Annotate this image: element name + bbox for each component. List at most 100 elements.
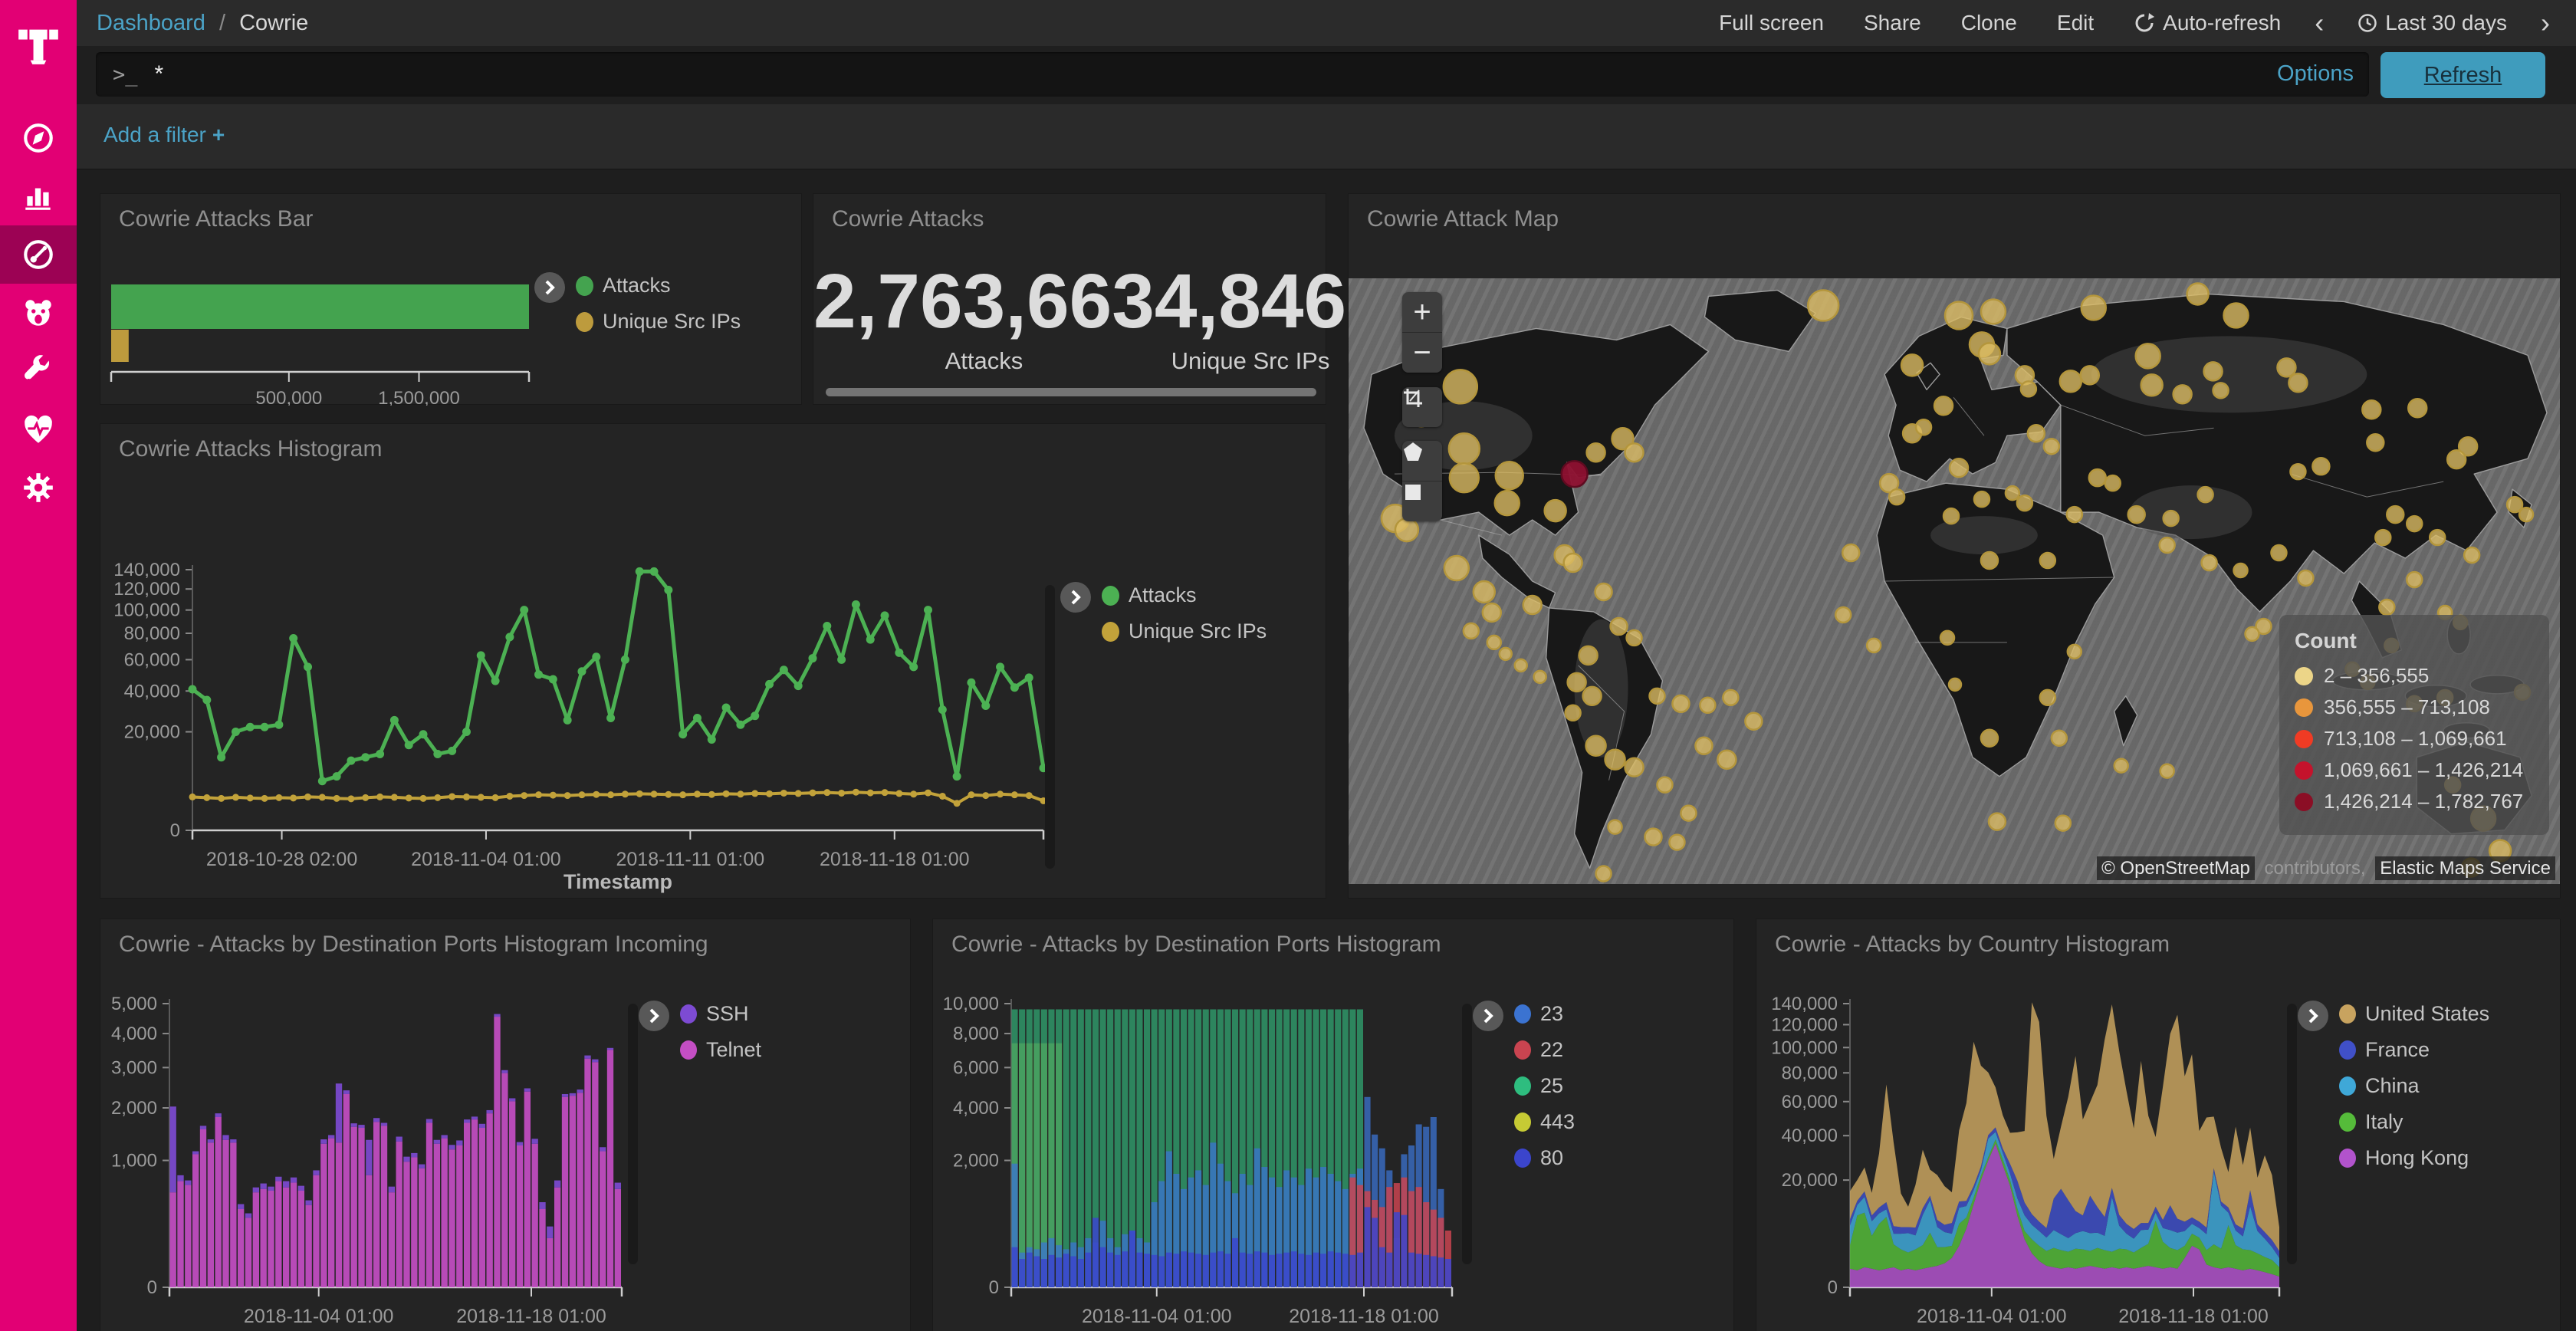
attack-bubble[interactable] [2297,569,2315,587]
attack-bubble[interactable] [1443,554,1470,582]
attack-bubble[interactable] [1494,460,1524,491]
attack-bubble[interactable] [1611,427,1635,451]
legend-item[interactable]: SSH [680,1002,761,1026]
attack-bubble[interactable] [2223,302,2249,329]
time-prev-button[interactable]: ‹ [2315,7,2325,38]
attack-bubble[interactable] [1585,442,1606,463]
attack-bubble[interactable] [2463,546,2481,564]
attack-bubble[interactable] [1594,582,1613,602]
osm-attribution-link[interactable]: © OpenStreetMap [2097,856,2255,880]
attack-bubble[interactable] [2374,528,2392,547]
legend-collapse-button[interactable] [2298,1001,2328,1031]
legend-scrollbar[interactable] [628,1004,638,1264]
t-mobile-logo[interactable] [0,11,77,78]
attack-bubble[interactable] [1914,419,1933,436]
attack-bubble[interactable] [1472,580,1497,604]
attack-bubble[interactable] [1980,728,1999,748]
legend-item[interactable]: France [2339,1038,2489,1062]
attack-bubble[interactable] [1607,819,1623,835]
attack-bubble[interactable] [2016,494,2034,512]
attack-bubble[interactable] [2289,462,2307,481]
attack-bubble[interactable] [1980,550,1999,570]
legend-item[interactable]: Attacks [1102,583,1267,607]
sidebar-item-visualize[interactable] [0,167,77,225]
legend-item[interactable]: 25 [1514,1074,1575,1098]
attack-bubble[interactable] [1604,748,1626,771]
legend-item[interactable]: Attacks [576,274,741,297]
attack-bubble[interactable] [2407,398,2428,419]
attack-bubble[interactable] [2200,554,2218,572]
attack-bubble-max[interactable] [1560,459,1589,488]
legend-item[interactable]: Hong Kong [2339,1146,2489,1170]
legend-item[interactable]: 23 [1514,1002,1575,1026]
breadcrumb-dashboard-link[interactable]: Dashboard [97,10,205,35]
attack-bubble[interactable] [2518,506,2535,523]
attack-bubble[interactable] [1948,457,1970,478]
attack-bubble[interactable] [2212,382,2229,399]
legend-item[interactable]: Unique Src IPs [1102,619,1267,643]
attack-bubble[interactable] [1624,757,1644,777]
attack-bubble[interactable] [1694,736,1714,755]
attack-bubble[interactable] [2079,365,2101,386]
attack-bubble[interactable] [1744,712,1763,731]
attack-bubble[interactable] [1717,749,1737,770]
fit-data-bounds-button[interactable] [1402,387,1442,427]
legend-collapse-button[interactable] [534,272,565,303]
attack-bubble[interactable] [1699,696,1717,715]
attack-bubble[interactable] [2058,370,2083,393]
attack-bubble[interactable] [2104,474,2121,492]
share-button[interactable]: Share [1864,11,1921,35]
attack-bubble[interactable] [1543,498,1567,523]
time-range-button[interactable]: Last 30 days [2338,11,2527,35]
attack-bubble[interactable] [1987,812,2007,831]
attack-bubble[interactable] [2361,399,2382,420]
legend-item[interactable]: Telnet [680,1038,761,1062]
auto-refresh-button[interactable]: Auto-refresh [2114,11,2301,35]
attack-bubble[interactable] [1566,672,1587,693]
attack-bubble[interactable] [1939,629,1956,646]
attack-bubble[interactable] [1977,342,2002,366]
attack-bubble[interactable] [2366,432,2385,452]
attack-bubble[interactable] [2406,570,2423,589]
attack-bubble[interactable] [1564,704,1582,722]
attack-bubble[interactable] [1900,353,1924,377]
ems-attribution-link[interactable]: Elastic Maps Service [2375,856,2555,880]
attack-bubble[interactable] [2050,729,2068,747]
attack-bubble[interactable] [2446,449,2467,470]
sidebar-item-bear-plugin[interactable] [0,284,77,342]
attack-bubble[interactable] [2054,814,2072,832]
draw-polygon-button[interactable] [1402,441,1442,481]
edit-button[interactable]: Edit [2056,11,2095,35]
legend-item[interactable]: Italy [2339,1110,2489,1134]
attack-bubble[interactable] [2203,361,2223,382]
attack-bubble[interactable] [2019,380,2038,398]
attack-bubble[interactable] [1624,442,1644,463]
attack-bubble[interactable] [1498,646,1513,662]
time-next-button[interactable]: › [2541,7,2550,38]
attack-bubble[interactable] [1481,602,1502,623]
attack-bubble[interactable] [2066,643,2083,660]
attack-bubble[interactable] [2158,536,2176,554]
sidebar-item-management[interactable] [0,458,77,517]
attack-bubble[interactable] [1933,396,1954,416]
attack-bubble[interactable] [2428,528,2446,547]
attack-bubble[interactable] [2378,598,2396,616]
attack-bubble[interactable] [1722,689,1740,707]
legend-scrollbar[interactable] [1045,585,1055,869]
refresh-button[interactable]: Refresh [2380,52,2545,98]
attack-bubble[interactable] [1680,804,1697,822]
legend-item[interactable]: 443 [1514,1110,1575,1134]
world-map[interactable]: + − Count 2 – 356,555 356,555 – 713,108 71… [1349,278,2560,884]
attack-bubble[interactable] [1493,489,1520,517]
attack-bubble[interactable] [2312,456,2331,476]
attack-bubble[interactable] [1942,507,1960,525]
attack-bubble[interactable] [2026,424,2046,443]
sidebar-item-dev-tools[interactable] [0,342,77,400]
attack-bubble[interactable] [2270,544,2288,562]
full-screen-button[interactable]: Full screen [1719,11,1824,35]
attack-bubble[interactable] [1582,685,1602,707]
legend-collapse-button[interactable] [639,1001,669,1031]
search-input[interactable]: >_ * [96,52,2369,97]
attack-bubble[interactable] [2127,504,2146,524]
zoom-in-button[interactable]: + [1402,292,1442,332]
